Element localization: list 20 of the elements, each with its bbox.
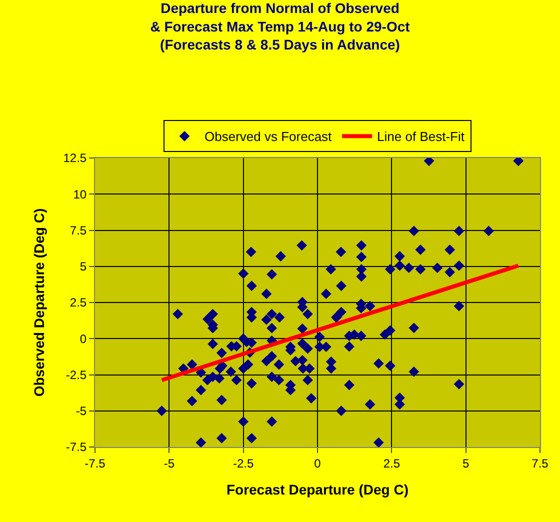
x-tick-label: 7.5 — [532, 456, 549, 470]
legend-label: Observed vs Forecast — [204, 129, 332, 144]
y-tick-label: 0 — [80, 332, 87, 346]
y-tick-label: 12.5 — [63, 151, 87, 166]
y-tick-label: -7.5 — [66, 440, 87, 454]
y-tick-label: 2.5 — [70, 296, 87, 310]
y-axis-title: Observed Departure (Deg C) — [30, 208, 47, 397]
x-tick-label: 2.5 — [383, 456, 400, 470]
y-tick-label: 10 — [73, 187, 87, 202]
y-tick-label: -5 — [76, 404, 87, 418]
legend-label: Line of Best-Fit — [377, 129, 465, 144]
x-tick-label: -2.5 — [232, 456, 254, 470]
x-axis-title: Forecast Departure (Deg C) — [226, 482, 409, 498]
y-tick-label: -2.5 — [66, 368, 87, 382]
x-tick-label: -5 — [164, 456, 175, 470]
x-tick-label: 5 — [462, 456, 470, 470]
y-tick-label: 5 — [80, 260, 87, 274]
y-tick-label: 7.5 — [70, 223, 87, 238]
x-tick-label: 0 — [314, 456, 322, 470]
chart-title: Departure from Normal of Observed & Forecast Max Temp 14-Aug to 29-Oct (Forecasts 8 & 8.5 Days in Advance) — [150, 0, 410, 52]
